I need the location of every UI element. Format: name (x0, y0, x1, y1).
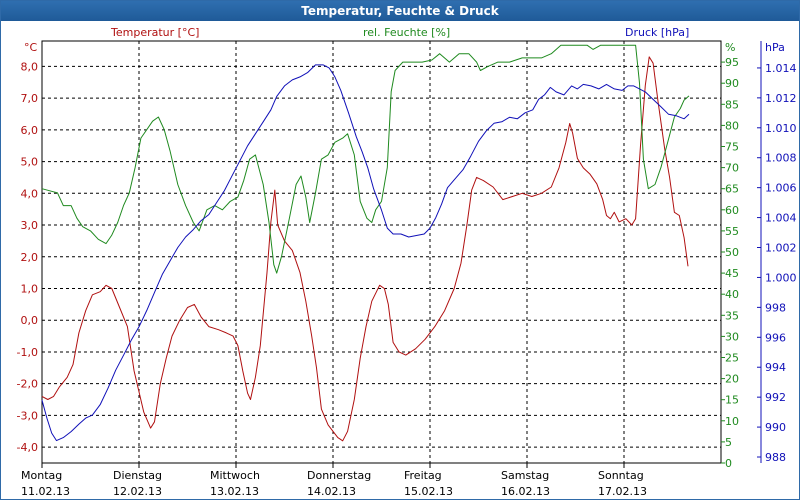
y-tick-label-humidity: 65 (725, 183, 739, 196)
series-line-pressure (41, 64, 690, 442)
y-tick-label-pressure: 992 (765, 391, 786, 404)
series-label-pressure: Druck [hPa] (625, 26, 689, 39)
series-label-humidity: rel. Feuchte [%] (363, 26, 450, 39)
y-axis-unit-temperature: °C (24, 41, 38, 54)
y-tick-label-humidity: 50 (725, 246, 739, 259)
y-tick-label-temperature: -2,0 (17, 378, 38, 391)
y-tick-label-pressure: 1.004 (765, 212, 797, 225)
y-tick-label-pressure: 988 (765, 451, 786, 464)
x-tick-label-day: Sonntag (598, 469, 644, 482)
series-line-temperature (41, 56, 689, 442)
y-tick-label-humidity: 55 (725, 225, 739, 238)
x-tick-label-date: 13.02.13 (210, 485, 259, 498)
y-tick-label-humidity: 35 (725, 309, 739, 322)
y-tick-label-humidity: 70 (725, 162, 739, 175)
y-tick-label-humidity: 80 (725, 119, 739, 132)
x-tick-label-day: Samstag (501, 469, 549, 482)
plot-area-border (41, 40, 722, 464)
y-tick-label-humidity: 90 (725, 77, 739, 90)
x-tick-label-day: Donnerstag (307, 469, 371, 482)
y-tick-label-humidity: 0 (725, 457, 732, 470)
x-tick-label-date: 16.02.13 (501, 485, 550, 498)
x-tick-label-date: 11.02.13 (21, 485, 70, 498)
y-tick-label-pressure: 1.012 (765, 92, 797, 105)
y-tick-label-temperature: 4,0 (21, 187, 39, 200)
y-tick-label-temperature: 7,0 (21, 92, 39, 105)
y-tick-label-temperature: -1,0 (17, 346, 38, 359)
y-tick-label-pressure: 996 (765, 331, 786, 344)
y-tick-label-temperature: 8,0 (21, 60, 39, 73)
y-tick-label-pressure: 1.006 (765, 182, 797, 195)
y-tick-label-humidity: 45 (725, 267, 739, 280)
y-tick-label-humidity: 5 (725, 436, 732, 449)
y-tick-label-humidity: 75 (725, 141, 739, 154)
y-tick-label-temperature: -4,0 (17, 441, 38, 454)
x-tick-label-day: Freitag (404, 469, 442, 482)
y-axis-unit-humidity: % (725, 41, 735, 54)
series-line-humidity (41, 44, 690, 274)
y-tick-label-pressure: 1.008 (765, 152, 797, 165)
y-tick-label-humidity: 60 (725, 204, 739, 217)
y-tick-label-temperature: 1,0 (21, 282, 39, 295)
y-tick-label-pressure: 998 (765, 301, 786, 314)
y-tick-label-temperature: 6,0 (21, 124, 39, 137)
y-tick-label-humidity: 95 (725, 56, 739, 69)
y-tick-label-temperature: 5,0 (21, 156, 39, 169)
x-tick-label-day: Montag (21, 469, 62, 482)
y-tick-label-humidity: 20 (725, 373, 739, 386)
y-tick-label-pressure: 994 (765, 361, 786, 374)
y-tick-label-humidity: 25 (725, 352, 739, 365)
y-tick-label-pressure: 1.002 (765, 242, 797, 255)
y-tick-label-pressure: 990 (765, 421, 786, 434)
y-tick-label-humidity: 15 (725, 394, 739, 407)
y-tick-label-humidity: 40 (725, 288, 739, 301)
x-tick-label-date: 12.02.13 (113, 485, 162, 498)
chart-canvas: Montag 11.02.13 Dienstag 12.02.13 Mittwoch 13… (17, 26, 797, 498)
y-tick-label-humidity: 85 (725, 98, 739, 111)
x-tick-label-date: 15.02.13 (404, 485, 453, 498)
y-tick-label-temperature: -3,0 (17, 409, 38, 422)
y-tick-label-temperature: 0,0 (21, 314, 39, 327)
window-title: Temperatur, Feuchte & Druck (1, 1, 799, 21)
y-tick-label-pressure: 1.010 (765, 122, 797, 135)
y-tick-label-humidity: 30 (725, 330, 739, 343)
x-tick-label-day: Dienstag (113, 469, 162, 482)
x-tick-label-date: 17.02.13 (598, 485, 647, 498)
y-tick-label-temperature: 2,0 (21, 251, 39, 264)
x-tick-label-day: Mittwoch (210, 469, 260, 482)
y-axis-unit-pressure: hPa (765, 41, 785, 54)
x-tick-label-date: 14.02.13 (307, 485, 356, 498)
y-tick-label-pressure: 1.014 (765, 62, 797, 75)
y-tick-label-temperature: 3,0 (21, 219, 39, 232)
y-tick-label-pressure: 1.000 (765, 271, 797, 284)
series-label-temperature: Temperatur [°C] (110, 26, 199, 39)
y-tick-label-humidity: 10 (725, 415, 739, 428)
